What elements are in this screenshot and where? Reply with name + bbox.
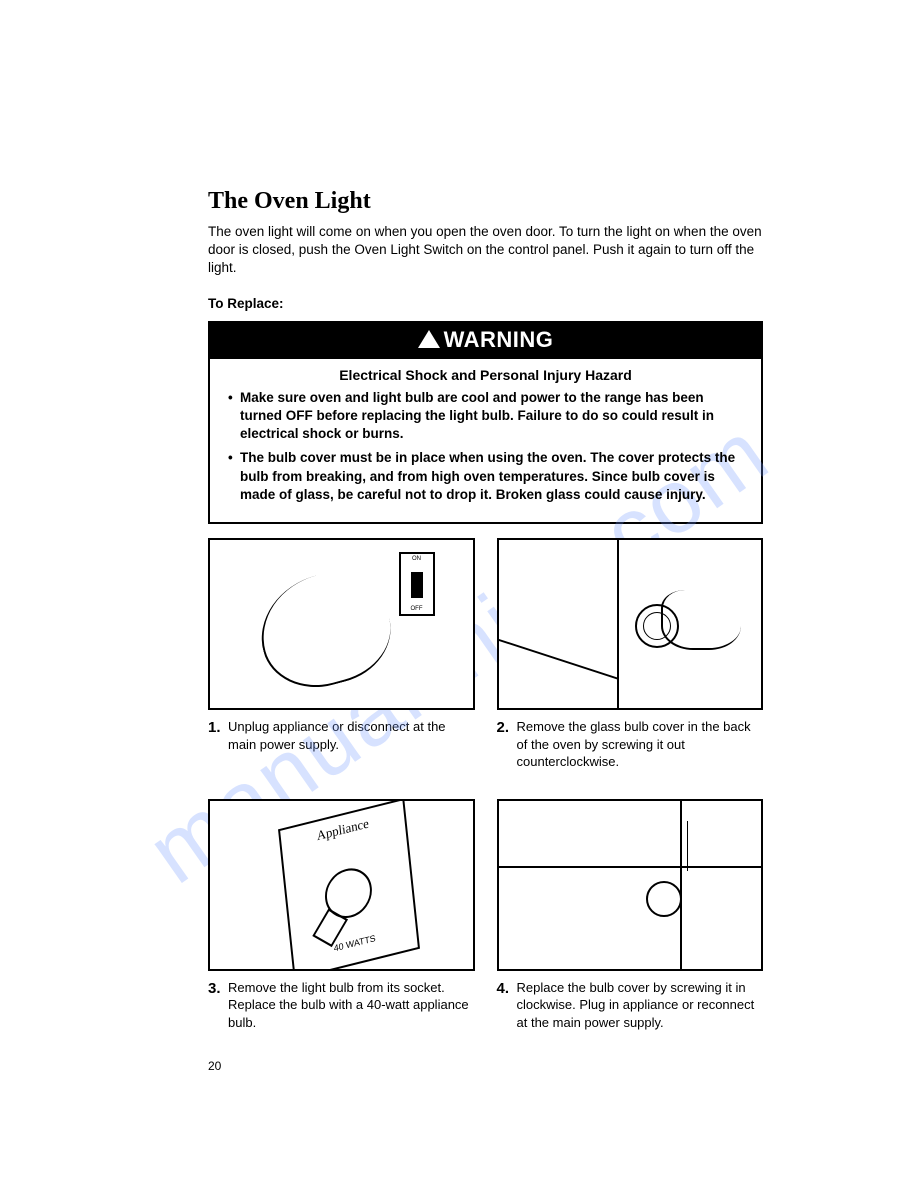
switch-on-label: ON — [412, 556, 421, 562]
step-1-number: 1. — [208, 718, 222, 738]
step-3-illustration: Appliance 40 WATTS — [208, 799, 475, 971]
warning-bullet-2: The bulb cover must be in place when usi… — [228, 449, 743, 504]
step-2-text: Remove the glass bulb cover in the back … — [517, 718, 764, 771]
warning-body: Electrical Shock and Personal Injury Haz… — [210, 359, 761, 522]
intro-paragraph: The oven light will come on when you ope… — [208, 223, 763, 278]
step-3-number: 3. — [208, 979, 222, 999]
step-3: Appliance 40 WATTS 3. Remove the light b… — [208, 799, 475, 1032]
warning-bullet-1: Make sure oven and light bulb are cool a… — [228, 389, 743, 444]
page-title: The Oven Light — [208, 188, 763, 215]
switch-toggle-icon — [411, 572, 423, 598]
step-4-caption: 4. Replace the bulb cover by screwing it… — [497, 979, 764, 1032]
step-4-number: 4. — [497, 979, 511, 999]
hand-icon — [661, 590, 741, 650]
step-2-illustration — [497, 538, 764, 710]
step-3-caption: 3. Remove the light bulb from its socket… — [208, 979, 475, 1032]
step-4-illustration — [497, 799, 764, 971]
to-replace-label: To Replace: — [208, 296, 763, 311]
step-1-illustration: ON OFF — [208, 538, 475, 710]
warning-label: WARNING — [444, 327, 554, 352]
step-1-text: Unplug appliance or disconnect at the ma… — [228, 718, 475, 753]
switch-plate-icon: ON OFF — [399, 552, 435, 616]
oven-seam-icon — [687, 821, 688, 871]
page-number: 20 — [208, 1059, 221, 1073]
switch-off-label: OFF — [411, 606, 423, 612]
socket-hole-icon — [646, 881, 682, 917]
warning-bar: WARNING — [210, 323, 761, 359]
package-watts-label: 40 WATTS — [293, 923, 416, 964]
steps-grid: ON OFF 1. Unplug appliance or disconnect… — [208, 538, 763, 1031]
step-3-text: Remove the light bulb from its socket. R… — [228, 979, 475, 1032]
page-content: The Oven Light The oven light will come … — [0, 0, 918, 1031]
warning-triangle-icon — [418, 330, 440, 348]
hazard-title: Electrical Shock and Personal Injury Haz… — [228, 367, 743, 383]
step-2-number: 2. — [497, 718, 511, 738]
oven-edge-icon — [680, 801, 682, 969]
bulb-package-icon: Appliance 40 WATTS — [278, 799, 420, 971]
hand-icon — [248, 560, 402, 700]
step-1: ON OFF 1. Unplug appliance or disconnect… — [208, 538, 475, 771]
step-4: 4. Replace the bulb cover by screwing it… — [497, 799, 764, 1032]
step-2-caption: 2. Remove the glass bulb cover in the ba… — [497, 718, 764, 771]
step-2: 2. Remove the glass bulb cover in the ba… — [497, 538, 764, 771]
step-1-caption: 1. Unplug appliance or disconnect at the… — [208, 718, 475, 753]
warning-box: WARNING Electrical Shock and Personal In… — [208, 321, 763, 524]
step-4-text: Replace the bulb cover by screwing it in… — [517, 979, 764, 1032]
package-brand-label: Appliance — [280, 807, 404, 854]
oven-corner-icon — [499, 801, 762, 868]
